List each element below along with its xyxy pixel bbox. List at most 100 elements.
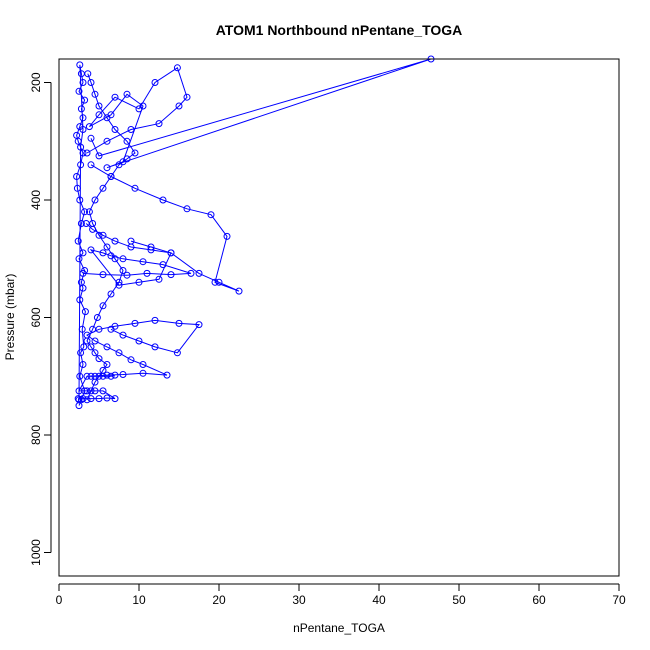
series-5 bbox=[87, 161, 243, 295]
data-point bbox=[83, 372, 91, 380]
y-tick-label: 800 bbox=[29, 425, 43, 445]
data-point bbox=[99, 231, 107, 239]
x-tick-label: 70 bbox=[612, 593, 626, 607]
series-4 bbox=[79, 220, 195, 289]
data-point bbox=[143, 269, 151, 277]
data-point bbox=[159, 261, 167, 269]
data-point bbox=[211, 278, 219, 286]
data-point bbox=[119, 267, 127, 274]
data-point bbox=[83, 396, 91, 404]
data-point bbox=[167, 249, 175, 257]
data-point bbox=[235, 287, 243, 295]
plot-area bbox=[73, 55, 435, 410]
data-point bbox=[76, 61, 84, 69]
data-point bbox=[119, 371, 127, 378]
data-point bbox=[103, 243, 111, 251]
data-point bbox=[76, 296, 84, 304]
data-point bbox=[80, 343, 88, 351]
data-point bbox=[75, 87, 83, 95]
data-point bbox=[73, 184, 81, 192]
x-tick-label: 60 bbox=[532, 593, 546, 607]
data-point bbox=[111, 395, 119, 403]
data-point bbox=[77, 143, 85, 151]
data-point bbox=[107, 252, 115, 260]
chart-title: ATOM1 Northbound nPentane_TOGA bbox=[216, 22, 463, 38]
data-point bbox=[147, 243, 155, 251]
data-point bbox=[115, 281, 123, 289]
data-point bbox=[131, 319, 139, 327]
data-point bbox=[111, 237, 119, 245]
data-point bbox=[127, 126, 135, 133]
data-point bbox=[81, 308, 89, 316]
data-point bbox=[91, 196, 99, 204]
data-point bbox=[73, 131, 81, 139]
data-point bbox=[187, 269, 195, 277]
data-point bbox=[87, 161, 95, 169]
data-point bbox=[91, 90, 99, 98]
data-point bbox=[103, 164, 111, 172]
data-point bbox=[135, 278, 143, 286]
data-point bbox=[119, 255, 127, 263]
data-point bbox=[73, 173, 81, 180]
data-point bbox=[77, 105, 85, 113]
data-point bbox=[99, 271, 107, 279]
data-point bbox=[91, 349, 99, 357]
data-point bbox=[75, 255, 83, 263]
data-point bbox=[99, 387, 107, 395]
data-point bbox=[95, 355, 103, 363]
data-point bbox=[207, 211, 215, 219]
data-point bbox=[103, 137, 111, 145]
data-point bbox=[115, 349, 123, 357]
series-3 bbox=[83, 316, 203, 380]
data-point bbox=[215, 278, 223, 286]
data-point bbox=[111, 126, 119, 133]
data-point bbox=[107, 325, 115, 333]
data-point bbox=[83, 149, 91, 157]
data-point bbox=[75, 387, 83, 395]
data-point bbox=[151, 79, 159, 86]
data-point bbox=[75, 396, 83, 404]
data-point bbox=[183, 205, 191, 213]
data-point bbox=[175, 102, 183, 110]
data-point bbox=[183, 93, 191, 101]
data-point bbox=[95, 152, 103, 160]
data-point bbox=[131, 149, 139, 157]
data-point bbox=[155, 120, 163, 128]
data-point bbox=[175, 319, 183, 327]
series-1 bbox=[73, 61, 89, 410]
plot-frame bbox=[58, 58, 620, 577]
series-line bbox=[82, 223, 192, 286]
data-point bbox=[87, 134, 95, 142]
data-point bbox=[79, 79, 87, 86]
data-point bbox=[159, 196, 167, 204]
data-point bbox=[127, 356, 135, 364]
series-line bbox=[76, 64, 86, 406]
data-point bbox=[123, 90, 131, 98]
data-point bbox=[173, 349, 181, 357]
y-tick-label: 400 bbox=[29, 190, 43, 210]
data-point bbox=[111, 371, 119, 379]
data-point bbox=[74, 237, 82, 245]
data-point bbox=[79, 269, 87, 277]
data-point bbox=[95, 111, 103, 119]
data-point bbox=[107, 290, 115, 298]
data-point bbox=[103, 361, 111, 368]
data-point bbox=[127, 237, 135, 245]
data-point bbox=[77, 278, 85, 286]
data-point bbox=[91, 372, 99, 380]
x-tick-label: 40 bbox=[372, 593, 386, 607]
y-axis: 200 400 600 800 1000 bbox=[29, 72, 52, 566]
data-point bbox=[99, 372, 107, 380]
data-point bbox=[95, 102, 103, 110]
data-point bbox=[111, 93, 119, 101]
data-point bbox=[119, 331, 127, 339]
data-point bbox=[107, 173, 115, 180]
data-point bbox=[123, 271, 131, 279]
data-point bbox=[85, 123, 93, 131]
data-point bbox=[79, 361, 87, 368]
data-point bbox=[195, 269, 203, 277]
data-point bbox=[95, 325, 103, 333]
data-point bbox=[103, 394, 111, 402]
data-point bbox=[119, 158, 127, 166]
